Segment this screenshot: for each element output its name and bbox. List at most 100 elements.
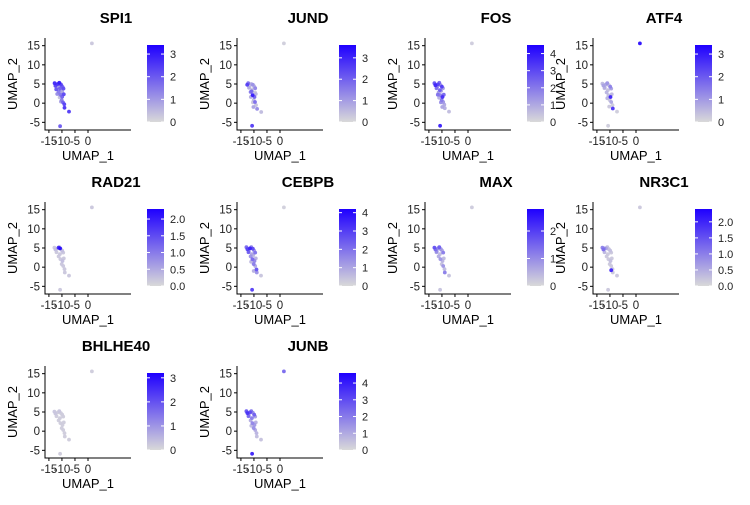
cell-point: [442, 270, 447, 275]
y-tick-label: 5: [34, 243, 40, 255]
cell-point: [62, 267, 67, 271]
cell-point: [250, 451, 255, 456]
y-tick-label: 15: [575, 205, 588, 217]
cell-point: [62, 102, 67, 107]
y-tick-label: 0: [34, 262, 40, 274]
color-legend-bar: [147, 209, 164, 286]
x-tick-label: 0: [633, 136, 639, 148]
y-tick-label: 15: [27, 41, 40, 53]
x-tick-label: -10: [434, 300, 451, 312]
cell-point: [54, 87, 59, 92]
y-tick-label: 15: [575, 41, 588, 53]
cell-point: [254, 270, 259, 275]
cell-point: [253, 100, 257, 104]
y-axis-label: UMAP_2: [385, 58, 400, 110]
y-axis-label: UMAP_2: [5, 222, 20, 274]
panel-title: FOS: [481, 10, 512, 27]
cell-point: [61, 264, 66, 268]
legend-tick-label: 2: [170, 397, 176, 409]
y-axis-label: UMAP_2: [197, 58, 212, 110]
cell-point: [470, 41, 474, 46]
cell-point: [606, 287, 610, 292]
x-tick-label: -10: [54, 300, 71, 312]
legend-tick-label: 1.0: [170, 248, 185, 260]
legend-tick-label: 1.5: [170, 231, 185, 243]
x-tick-label: -10: [246, 300, 263, 312]
x-tick-label: -5: [70, 136, 80, 148]
y-tick-label: -5: [410, 281, 420, 293]
x-tick-label: 0: [277, 136, 283, 148]
y-tick-label: 0: [582, 98, 588, 110]
legend-tick-label: 0.5: [170, 264, 185, 276]
color-legend-bar: [695, 209, 712, 286]
cell-point: [601, 83, 606, 88]
legend-tick-label: 2: [718, 72, 724, 84]
y-tick-label: 15: [219, 369, 232, 381]
y-tick-label: -5: [222, 281, 232, 293]
cell-point: [248, 246, 252, 251]
y-tick-label: 5: [582, 243, 588, 255]
cell-point: [62, 270, 67, 275]
x-tick-label: -10: [246, 464, 263, 476]
x-tick-label: -15: [421, 300, 438, 312]
legend-tick-label: 2.0: [718, 217, 733, 229]
x-tick-label: -10: [602, 300, 619, 312]
cell-point: [609, 100, 614, 104]
cell-point: [601, 247, 606, 252]
x-tick-label: 0: [465, 300, 471, 312]
x-tick-label: 0: [277, 300, 283, 312]
cell-point: [254, 267, 259, 272]
panel-title: CEBPB: [282, 174, 335, 191]
cell-point: [250, 287, 255, 292]
x-axis-label: UMAP_1: [254, 312, 306, 327]
legend-tick-label: 3: [170, 49, 176, 61]
x-axis-label: UMAP_1: [254, 476, 306, 491]
legend-tick-label: 1: [362, 96, 368, 108]
x-tick-label: -15: [233, 464, 250, 476]
x-tick-label: 0: [85, 300, 91, 312]
legend-tick-label: 0: [550, 117, 556, 129]
cell-point: [282, 41, 286, 46]
x-tick-label: -15: [421, 136, 438, 148]
y-tick-label: 10: [407, 60, 420, 72]
cell-point: [447, 273, 451, 278]
y-tick-label: 5: [414, 79, 420, 91]
cell-point: [58, 86, 62, 91]
legend-tick-label: 4: [550, 49, 556, 61]
y-tick-label: 5: [34, 407, 40, 419]
color-legend-bar: [339, 373, 356, 450]
y-axis-label: UMAP_2: [5, 386, 20, 438]
legend-tick-label: 1: [550, 100, 556, 112]
x-tick-label: -5: [450, 300, 460, 312]
cell-point: [447, 109, 451, 114]
legend-tick-label: 1: [718, 94, 724, 106]
cell-point: [52, 409, 57, 414]
cell-point: [62, 105, 67, 110]
cell-point: [61, 92, 66, 97]
y-tick-label: 5: [582, 79, 588, 91]
legend-tick-label: 1: [170, 94, 176, 106]
y-tick-label: 15: [27, 369, 40, 381]
cell-point: [247, 85, 251, 90]
x-tick-label: -5: [450, 136, 460, 148]
cell-point: [440, 84, 444, 89]
y-tick-label: 0: [34, 98, 40, 110]
x-tick-label: -15: [41, 136, 58, 148]
cell-point: [606, 123, 610, 128]
y-tick-label: 10: [27, 224, 40, 236]
y-tick-label: -5: [578, 117, 588, 129]
color-legend-bar: [695, 45, 712, 122]
y-tick-label: -5: [222, 445, 232, 457]
x-tick-label: 0: [633, 300, 639, 312]
y-tick-label: 5: [226, 407, 232, 419]
cell-point: [251, 105, 256, 109]
cell-point: [441, 264, 446, 268]
x-tick-label: 0: [85, 464, 91, 476]
x-tick-label: -5: [618, 300, 628, 312]
y-axis-label: UMAP_2: [385, 222, 400, 274]
cell-point: [435, 92, 440, 97]
y-tick-label: 0: [34, 426, 40, 438]
